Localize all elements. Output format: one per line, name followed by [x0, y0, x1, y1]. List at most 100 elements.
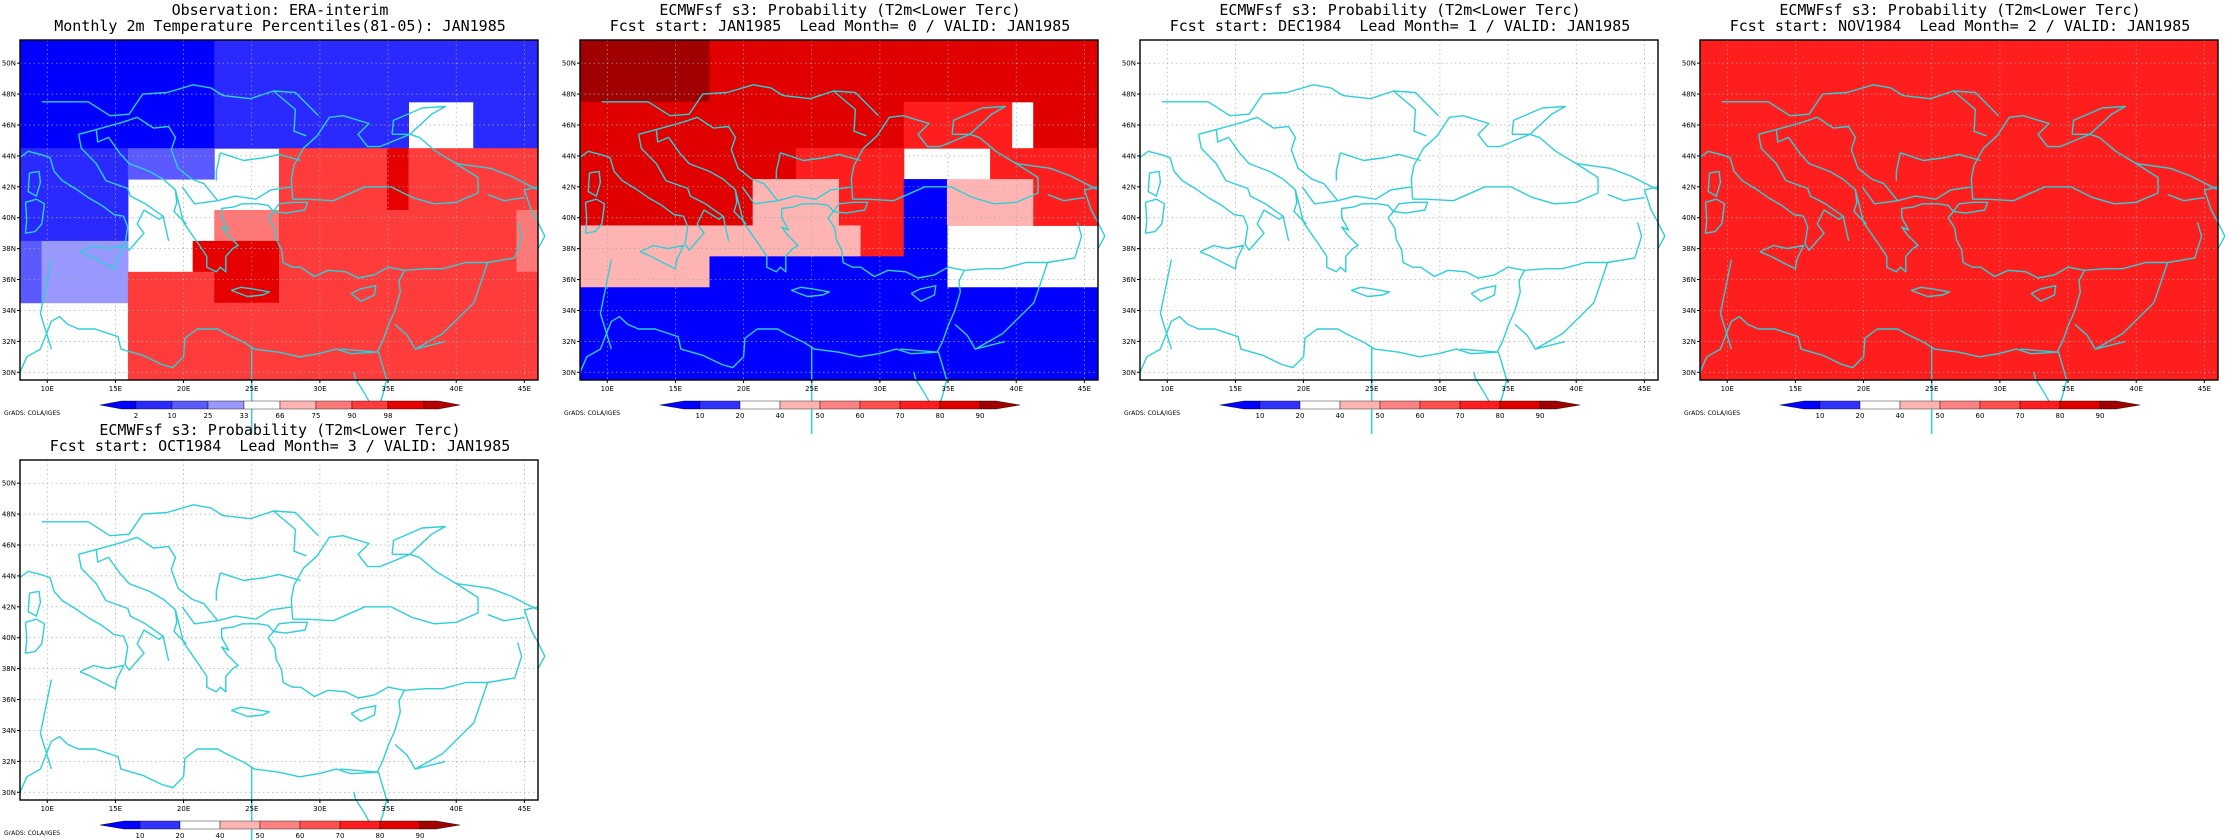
- data-cell: [2196, 240, 2219, 257]
- data-cell: [1054, 302, 1077, 319]
- data-cell: [1700, 271, 1723, 288]
- data-cell: [192, 117, 215, 134]
- data-cell: [516, 271, 539, 288]
- data-cell: [365, 101, 388, 118]
- data-cell: [127, 86, 150, 103]
- data-cell: [1721, 287, 1744, 304]
- data-cell: [946, 40, 969, 56]
- data-cell: [946, 101, 969, 118]
- data-cell: [882, 271, 905, 288]
- x-tick-label: 15E: [109, 385, 122, 393]
- data-cell: [2196, 70, 2219, 87]
- x-tick-label: 10E: [1721, 385, 1734, 393]
- data-cell: [1872, 302, 1895, 319]
- data-cell: [2045, 287, 2068, 304]
- data-cell: [1764, 101, 1787, 118]
- y-tick-label: 46N: [1682, 122, 1696, 130]
- data-cell: [84, 148, 107, 165]
- data-cell: [623, 101, 646, 118]
- y-tick-label: 42N: [562, 183, 576, 191]
- data-cell: [2153, 70, 2176, 87]
- data-cell: [666, 349, 689, 366]
- data-cell: [2196, 364, 2219, 381]
- data-cell: [1807, 101, 1830, 118]
- data-cell: [1807, 256, 1830, 273]
- data-cell: [63, 101, 86, 118]
- data-cell: [343, 163, 366, 180]
- data-cell: [2066, 148, 2089, 165]
- data-cell: [192, 70, 215, 87]
- data-cell: [386, 210, 409, 226]
- data-cell: [2066, 132, 2089, 149]
- data-cell: [2002, 302, 2025, 319]
- data-cell: [795, 163, 818, 180]
- data-cell: [1980, 318, 2003, 335]
- data-cell: [2045, 318, 2068, 335]
- data-cell: [860, 101, 883, 118]
- data-cell: [1894, 132, 1917, 149]
- data-cell: [709, 132, 732, 149]
- data-cell: [430, 271, 453, 288]
- data-cell: [300, 210, 323, 226]
- y-tick-label: 38N: [2, 245, 16, 253]
- data-cell: [1011, 163, 1034, 180]
- data-cell: [1033, 101, 1056, 118]
- colorbar-swatch: [939, 400, 981, 410]
- data-cell: [968, 40, 991, 56]
- data-cell: [1743, 194, 1766, 211]
- data-cell: [903, 86, 926, 103]
- x-tick-label: 35E: [1501, 385, 1514, 393]
- data-cell: [2174, 225, 2197, 242]
- data-cell: [1829, 256, 1852, 273]
- data-cell: [127, 302, 150, 319]
- data-cell: [2088, 287, 2111, 304]
- data-cell: [430, 40, 453, 56]
- data-cell: [2110, 194, 2133, 211]
- data-cell: [1743, 163, 1766, 180]
- data-cell: [1076, 179, 1099, 196]
- data-cell: [817, 225, 840, 242]
- data-cell: [192, 132, 215, 149]
- y-tick-label: 30N: [1122, 369, 1136, 377]
- data-cell: [2110, 271, 2133, 288]
- data-cell: [1033, 40, 1056, 56]
- data-cell: [1076, 55, 1099, 72]
- data-cell: [709, 287, 732, 304]
- data-cell: [860, 179, 883, 196]
- data-cell: [2088, 318, 2111, 335]
- data-cell: [127, 364, 150, 381]
- data-cell: [1764, 132, 1787, 149]
- colorbar-label: 10: [168, 412, 177, 420]
- data-cell: [2153, 287, 2176, 304]
- data-cell: [1054, 132, 1077, 149]
- data-cell: [644, 271, 667, 288]
- data-cell: [1764, 287, 1787, 304]
- colorbar-swatch: [819, 400, 861, 410]
- data-cell: [601, 225, 624, 242]
- data-cell: [1980, 287, 2003, 304]
- data-cell: [1011, 349, 1034, 366]
- data-cell: [279, 287, 302, 304]
- data-cell: [2002, 40, 2025, 56]
- data-cell: [516, 101, 539, 118]
- data-cell: [601, 132, 624, 149]
- data-cell: [2174, 132, 2197, 149]
- data-cell: [1764, 210, 1787, 226]
- data-cell: [300, 333, 323, 350]
- y-tick-label: 30N: [562, 369, 576, 377]
- y-tick-label: 34N: [1682, 307, 1696, 315]
- data-cell: [687, 210, 710, 226]
- data-cell: [300, 364, 323, 381]
- data-cell: [1033, 194, 1056, 211]
- map-svg: 10E 15E 20E 25E 30E 35E 40E 45E 30N 32N 34N 36N 38N 4…: [1122, 39, 1666, 435]
- data-cell: [214, 287, 237, 304]
- colorbar-swatch: [659, 400, 701, 410]
- data-cell: [2066, 240, 2089, 257]
- data-cell: [774, 179, 797, 196]
- data-cell: [774, 132, 797, 149]
- data-cell: [1807, 271, 1830, 288]
- data-cell: [1851, 40, 1874, 56]
- data-cell: [63, 163, 86, 180]
- data-cell: [300, 40, 323, 56]
- data-cell: [666, 364, 689, 381]
